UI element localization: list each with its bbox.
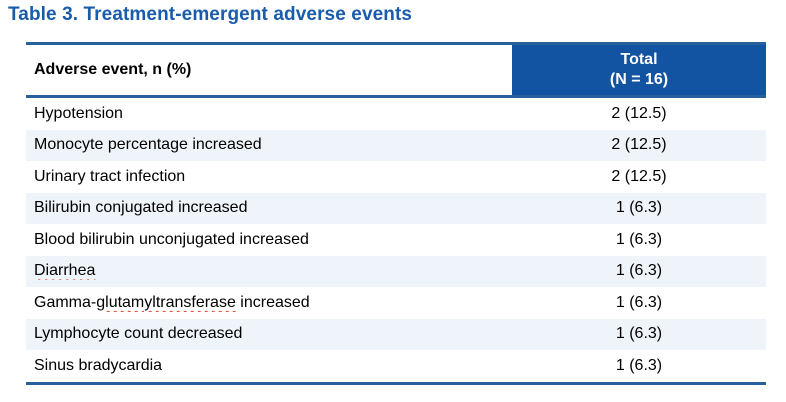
adverse-event-label: Hypotension [34,104,123,122]
event-count-value: 1 (6.3) [615,199,663,217]
table-row: Bilirubin conjugated increased 1 (6.3) [26,192,766,224]
table-title: Table 3. Treatment-emergent adverse even… [8,4,413,25]
table-row: Urinary tract infection 2 (12.5) [26,161,766,193]
table-row: Lymphocyte count decreased 1 (6.3) [26,318,766,350]
event-count-value: 2 (12.5) [611,104,667,122]
event-count-value: 1 (6.3) [615,325,663,343]
table-row: Hypotension 2 (12.5) [26,98,766,130]
header-n-label: (N = 16) [609,71,669,88]
table-row: Sinus bradycardia 1 (6.3) [26,350,766,382]
adverse-event-label: Bilirubin conjugated increased [34,199,248,217]
table-header-row: Adverse event, n (%) Total (N = 16) [26,42,766,98]
adverse-event-label: Gamma-glutamyltransferase increased [34,293,310,311]
misspelled-word: glutamyltransferase [96,293,236,311]
table-row: Diarrhea 1 (6.3) [26,255,766,287]
event-count-value: 1 (6.3) [615,356,663,374]
table-row: Gamma-glutamyltransferase increased 1 (6.… [26,287,766,319]
adverse-events-table: Adverse event, n (%) Total (N = 16) Hypo… [26,42,766,385]
event-count-value: 1 (6.3) [615,230,663,248]
adverse-event-label: Diarrhea [26,262,512,280]
header-total-column: Total (N = 16) [512,45,766,95]
table-rows: Hypotension 2 (12.5) Monocyte percentage i… [26,98,766,385]
table-row: Monocyte percentage increased 2 (12.5) [26,129,766,161]
adverse-event-label: Blood bilirubin unconjugated increased [34,230,309,248]
header-adverse-event-column: Adverse event, n (%) [26,45,512,95]
misspelled-word: Diarrhea [34,262,96,280]
adverse-event-label: Urinary tract infection [34,167,186,185]
event-count-value: 1 (6.3) [615,293,663,311]
adverse-event-label: Sinus bradycardia [34,356,163,374]
event-count-value: 1 (6.3) [615,262,663,280]
event-count-value: 2 (12.5) [611,167,667,185]
event-count-value: 2 (12.5) [611,136,667,154]
adverse-event-label: Lymphocyte count decreased [34,325,243,343]
adverse-event-label: Monocyte percentage increased [34,136,262,154]
header-total-label: Total [620,51,658,69]
table-row: Blood bilirubin unconjugated increased 1 … [26,224,766,256]
